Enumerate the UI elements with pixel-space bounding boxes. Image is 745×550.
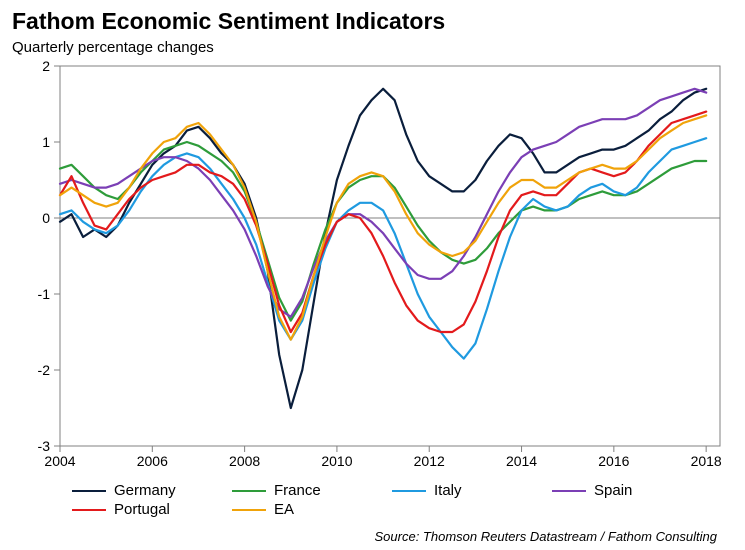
legend-label: Italy <box>434 482 462 499</box>
legend-label: Spain <box>594 482 632 499</box>
svg-text:2008: 2008 <box>229 453 260 469</box>
svg-text:2014: 2014 <box>506 453 537 469</box>
series-germany <box>60 89 706 408</box>
legend-swatch <box>72 490 106 492</box>
legend-item-ea: EA <box>232 501 392 518</box>
svg-text:-2: -2 <box>38 362 51 378</box>
legend-swatch <box>392 490 426 492</box>
legend-item-italy: Italy <box>392 482 552 499</box>
chart-source: Source: Thomson Reuters Datastream / Fat… <box>375 529 717 544</box>
svg-text:2016: 2016 <box>598 453 629 469</box>
series-portugal <box>60 112 706 332</box>
legend-item-spain: Spain <box>552 482 712 499</box>
legend-item-portugal: Portugal <box>72 501 232 518</box>
legend-swatch <box>72 509 106 511</box>
legend-label: EA <box>274 501 294 518</box>
legend-swatch <box>232 509 266 511</box>
legend-swatch <box>232 490 266 492</box>
svg-text:-3: -3 <box>38 438 51 454</box>
legend-label: Germany <box>114 482 176 499</box>
svg-text:2010: 2010 <box>321 453 352 469</box>
legend-swatch <box>552 490 586 492</box>
svg-text:2018: 2018 <box>691 453 722 469</box>
svg-text:2: 2 <box>42 58 50 74</box>
svg-text:0: 0 <box>42 210 50 226</box>
series-italy <box>60 138 706 358</box>
series-france <box>60 142 706 321</box>
svg-text:1: 1 <box>42 134 50 150</box>
chart-legend: Germany France Italy Spain Portugal EA <box>72 482 712 520</box>
svg-text:2012: 2012 <box>414 453 445 469</box>
svg-text:-1: -1 <box>38 286 51 302</box>
svg-text:2006: 2006 <box>137 453 168 469</box>
svg-text:2004: 2004 <box>44 453 75 469</box>
legend-label: Portugal <box>114 501 170 518</box>
legend-item-germany: Germany <box>72 482 232 499</box>
chart-subtitle: Quarterly percentage changes <box>12 39 733 56</box>
line-chart: -3 -2 -1 0 1 2 2004 2006 2008 2010 2012 2014 2016 201… <box>12 56 733 476</box>
chart-title: Fathom Economic Sentiment Indicators <box>12 8 733 35</box>
legend-label: France <box>274 482 321 499</box>
series-spain <box>60 89 706 317</box>
legend-item-france: France <box>232 482 392 499</box>
